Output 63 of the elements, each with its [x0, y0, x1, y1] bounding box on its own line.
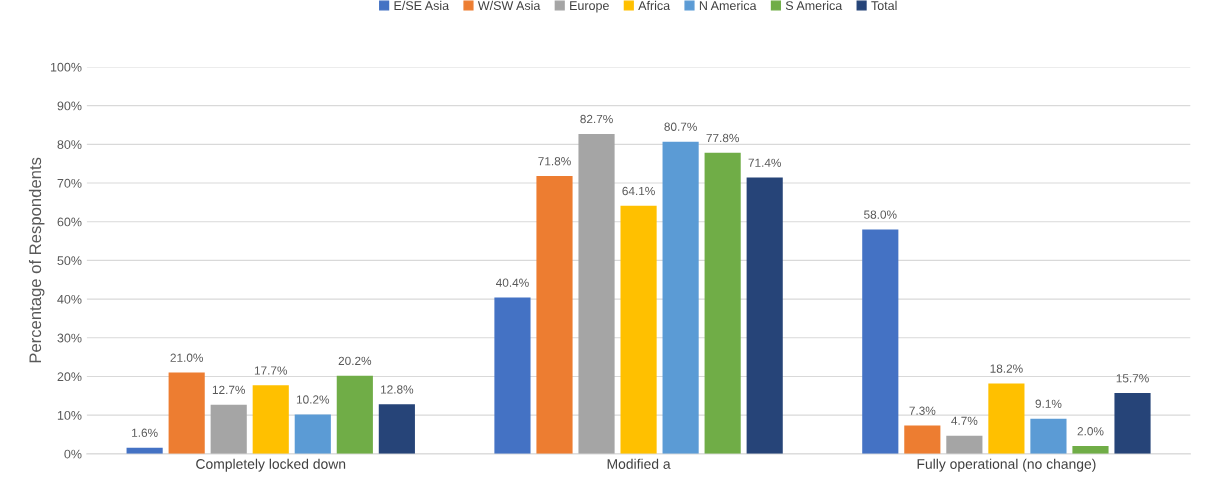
- data-label: 12.8%: [381, 385, 414, 394]
- bar: [620, 205, 657, 454]
- data-label: 4.7%: [951, 416, 978, 425]
- y-tick-label: 60%: [57, 217, 82, 227]
- legend-label: Africa: [638, 0, 671, 11]
- data-label: 18.2%: [990, 364, 1023, 373]
- legend-label: E/SE Asia: [394, 0, 450, 11]
- data-label: 77.8%: [706, 133, 739, 143]
- data-label: 7.3%: [909, 406, 936, 415]
- bar: [1072, 446, 1109, 454]
- legend-label: W/SW Asia: [477, 0, 541, 11]
- bar: [904, 425, 941, 454]
- data-label: 1.6%: [132, 428, 158, 437]
- data-label: 64.1%: [622, 186, 655, 196]
- y-tick-label: 80%: [57, 140, 82, 149]
- y-tick-label: 50%: [57, 256, 82, 266]
- y-tick-label: 70%: [57, 178, 82, 188]
- data-label: 2.0%: [1077, 427, 1104, 436]
- y-tick-label: 100%: [50, 62, 82, 72]
- legend-label: N America: [699, 0, 757, 11]
- bar: [946, 435, 983, 454]
- data-label: 71.8%: [538, 157, 571, 166]
- y-tick-label: 0%: [64, 449, 82, 459]
- data-label: 10.2%: [296, 395, 330, 404]
- y-tick-label: 30%: [57, 333, 82, 343]
- data-label: 12.7%: [212, 385, 246, 394]
- data-label: 9.1%: [1035, 399, 1062, 408]
- bar: [168, 372, 205, 454]
- x-tick-label: Modified a: [607, 458, 671, 469]
- bar: [252, 385, 289, 454]
- data-label: 21.0%: [170, 353, 203, 362]
- x-tick-label: Completely locked down: [196, 458, 346, 472]
- bar: [1114, 393, 1151, 454]
- bar: [294, 414, 331, 454]
- data-label: 15.7%: [1116, 374, 1149, 383]
- y-axis-title: Percentage of Respondents: [28, 157, 45, 363]
- y-tick-label: 40%: [57, 294, 82, 304]
- y-tick-label: 20%: [57, 372, 82, 382]
- data-label: 80.7%: [664, 122, 697, 131]
- bar: [662, 141, 699, 454]
- bar: [704, 152, 741, 454]
- bar: [988, 383, 1025, 454]
- y-tick-label: 90%: [57, 101, 82, 111]
- data-label: 17.7%: [254, 366, 288, 375]
- data-label: 58.0%: [864, 210, 897, 219]
- bar: [378, 404, 415, 454]
- bar: [336, 375, 373, 454]
- legend-label: Europe: [570, 1, 609, 13]
- bar: [862, 229, 899, 454]
- legend-label: Total: [871, 0, 897, 11]
- bar: [746, 177, 783, 454]
- bar: [536, 176, 573, 454]
- bar: [210, 404, 247, 454]
- bar: [578, 133, 615, 454]
- x-tick-label: Fully operational (no change): [917, 458, 1096, 472]
- legend-label: S America: [785, 0, 843, 11]
- bar: [1030, 418, 1067, 454]
- data-label: 82.7%: [580, 114, 613, 124]
- data-label: 20.2%: [338, 356, 372, 366]
- data-label: 71.4%: [748, 158, 782, 167]
- y-tick-label: 10%: [57, 410, 82, 420]
- bar: [494, 297, 531, 454]
- data-label: 40.4%: [496, 278, 529, 287]
